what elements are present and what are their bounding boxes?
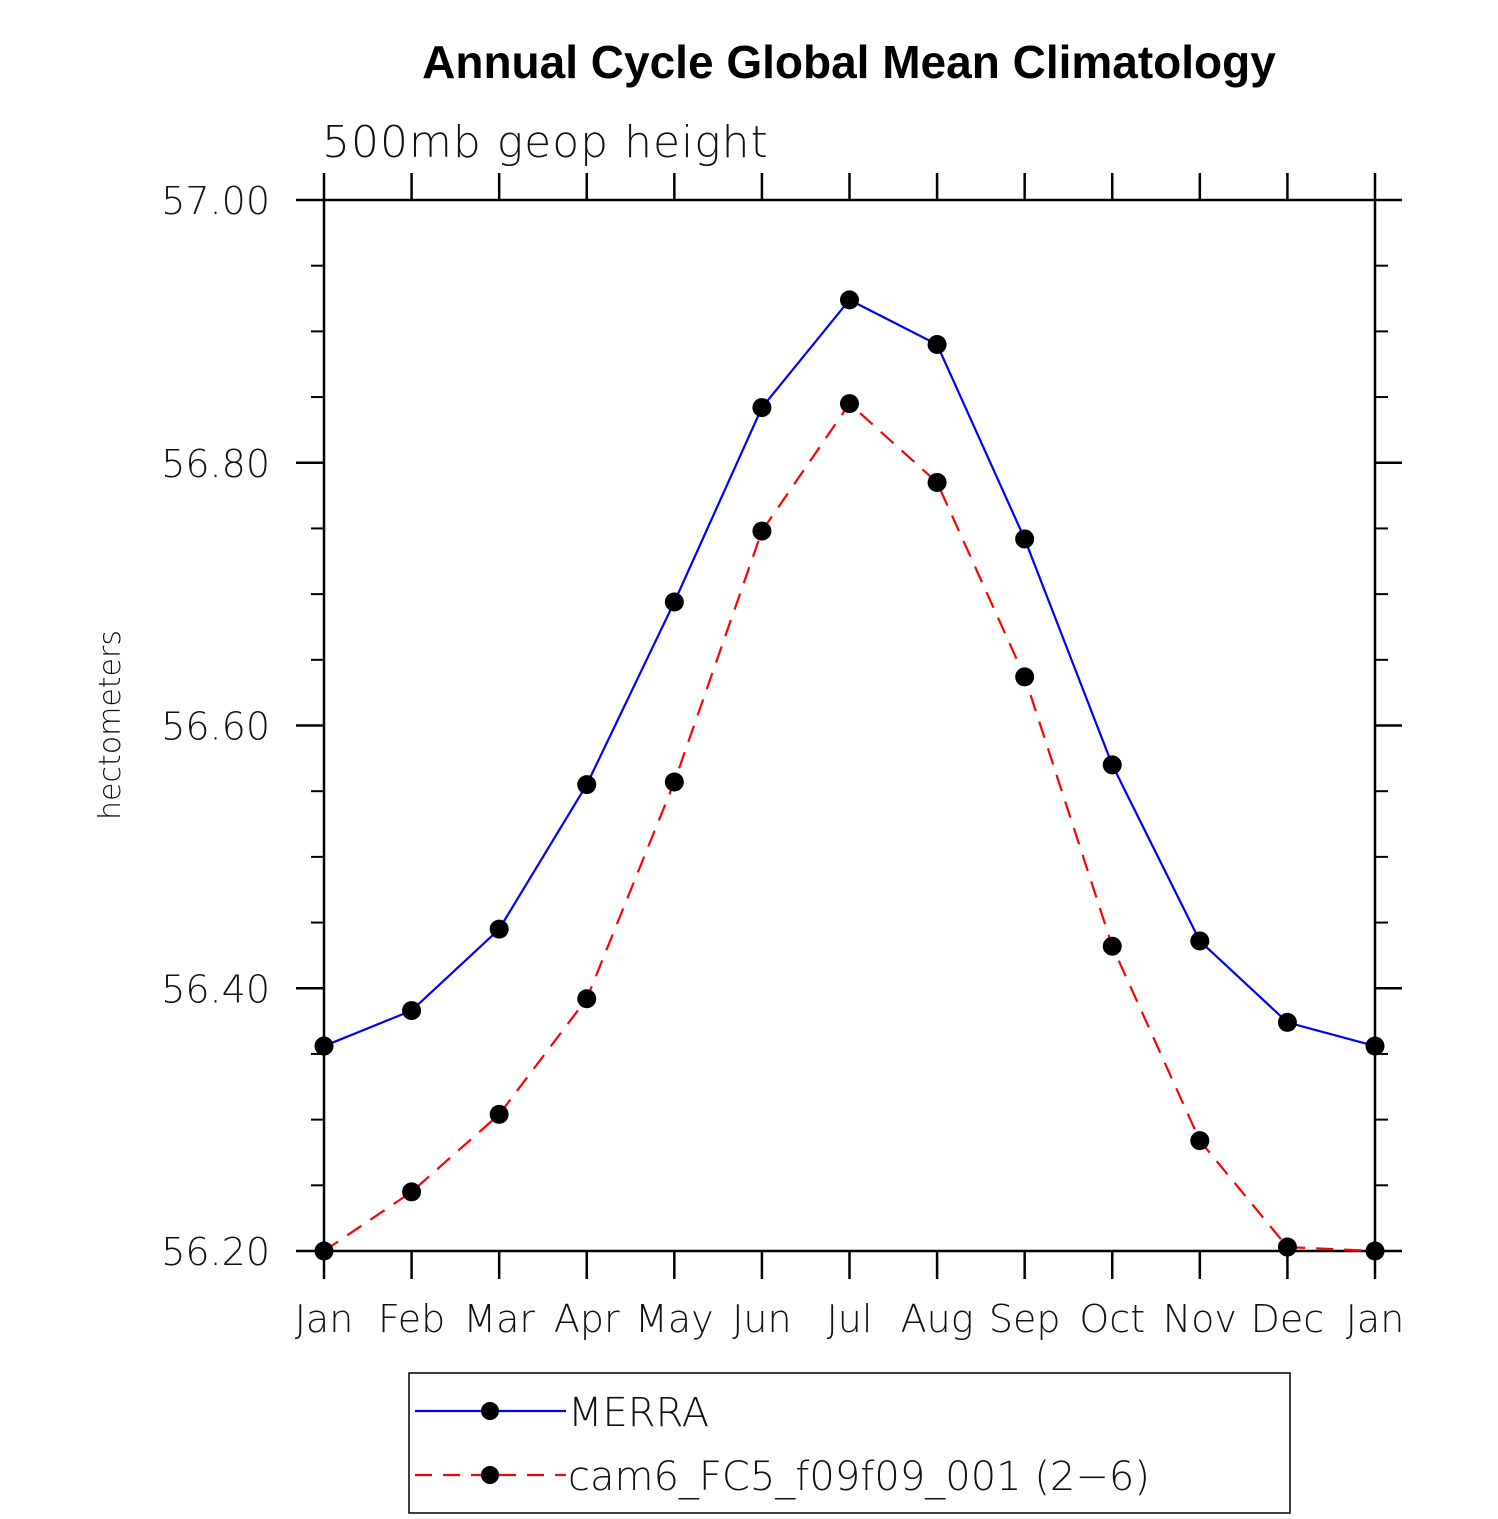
plot-area: 56.20 56.40 56.60 56.80 57.00 Jan Feb Mar Apr May… <box>161 173 1404 1341</box>
data-point-0-10 <box>1190 931 1210 951</box>
x-tick-label: Apr <box>554 1297 620 1341</box>
legend-label-cam6: cam6_FC5_f09f09_001 (2−6) <box>568 1454 1150 1500</box>
y-tick-label: 57.00 <box>161 179 270 223</box>
x-tick-label: Aug <box>901 1297 974 1341</box>
y-tick-label: 56.40 <box>161 967 270 1011</box>
data-point-1-1 <box>402 1182 422 1202</box>
data-point-0-6 <box>840 290 859 310</box>
data-point-1-2 <box>489 1104 509 1124</box>
data-point-0-0 <box>314 1036 334 1056</box>
x-tick-label: Jun <box>732 1297 791 1341</box>
x-tick-label: Jan <box>1346 1297 1405 1341</box>
data-point-0-4 <box>664 592 684 612</box>
data-point-0-1 <box>402 1001 422 1021</box>
data-point-1-9 <box>1102 936 1122 956</box>
legend-label-merra: MERRA <box>568 1390 709 1436</box>
data-point-1-5 <box>752 521 772 541</box>
chart-subtitle: 500mb geop height <box>322 117 769 168</box>
data-point-1-12 <box>1365 1241 1385 1261</box>
data-point-1-10 <box>1190 1131 1210 1151</box>
legend-box <box>408 1372 1291 1514</box>
data-point-1-4 <box>664 772 684 792</box>
x-tick-label: Sep <box>989 1297 1061 1341</box>
x-tick-label: Jan <box>295 1297 354 1341</box>
chart-title: Annual Cycle Global Mean Climatology <box>422 36 1276 88</box>
series-line-1 <box>323 401 1376 1253</box>
x-tick-label: Feb <box>378 1297 445 1341</box>
legend: MERRA cam6_FC5_f09f09_001 (2−6) <box>408 1372 1291 1514</box>
x-tick-label: Mar <box>463 1297 535 1341</box>
y-tick-label: 56.20 <box>161 1230 270 1274</box>
data-point-1-7 <box>927 472 947 492</box>
data-point-0-3 <box>577 775 597 795</box>
legend-marker-merra <box>481 1402 499 1420</box>
x-tick-label: Oct <box>1079 1297 1145 1341</box>
y-tick-label: 56.60 <box>161 705 270 749</box>
legend-marker-cam6 <box>481 1466 499 1484</box>
x-tick-label: Dec <box>1251 1297 1325 1341</box>
data-point-1-8 <box>1015 667 1035 687</box>
x-tick-label: Jul <box>827 1297 873 1341</box>
data-point-0-8 <box>1015 529 1035 549</box>
data-point-0-11 <box>1277 1012 1297 1032</box>
data-point-1-0 <box>314 1241 334 1261</box>
data-point-0-9 <box>1102 755 1122 775</box>
data-point-0-2 <box>489 919 509 939</box>
data-point-0-5 <box>752 398 772 418</box>
x-tick-label: May <box>635 1297 714 1341</box>
data-point-1-3 <box>577 989 597 1009</box>
data-point-0-7 <box>927 335 947 355</box>
data-point-0-12 <box>1365 1036 1385 1056</box>
y-tick-label: 56.80 <box>161 442 270 486</box>
data-point-1-6 <box>840 394 859 414</box>
plot-frame <box>322 198 1377 1253</box>
y-axis-label: hectometers <box>93 630 128 820</box>
data-point-1-11 <box>1277 1237 1297 1257</box>
x-tick-label: Nov <box>1163 1297 1237 1341</box>
